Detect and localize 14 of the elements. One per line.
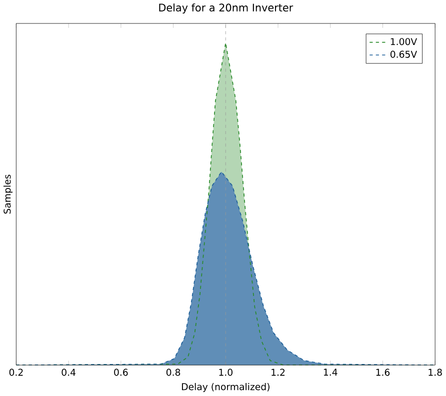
x-tick-label: 0.6 [114, 369, 128, 376]
x-tick-label: 0.4 [62, 369, 76, 376]
legend-label: 1.00V [390, 38, 418, 46]
x-tick-label: 1.6 [376, 369, 390, 376]
chart-title: Delay for a 20nm Inverter [159, 4, 294, 14]
x-tick-label: 1.2 [272, 369, 285, 376]
x-tick-label: 1.0 [219, 369, 232, 376]
x-axis-title: Delay (normalized) [182, 383, 270, 392]
y-axis-title: Samples [3, 174, 13, 214]
legend-label: 0.65V [390, 50, 418, 58]
x-tick-label: 0.2 [9, 369, 23, 376]
x-tick-label: 1.4 [324, 369, 338, 376]
x-tick-label: 1.8 [428, 369, 442, 376]
x-tick-label: 0.8 [166, 369, 180, 376]
